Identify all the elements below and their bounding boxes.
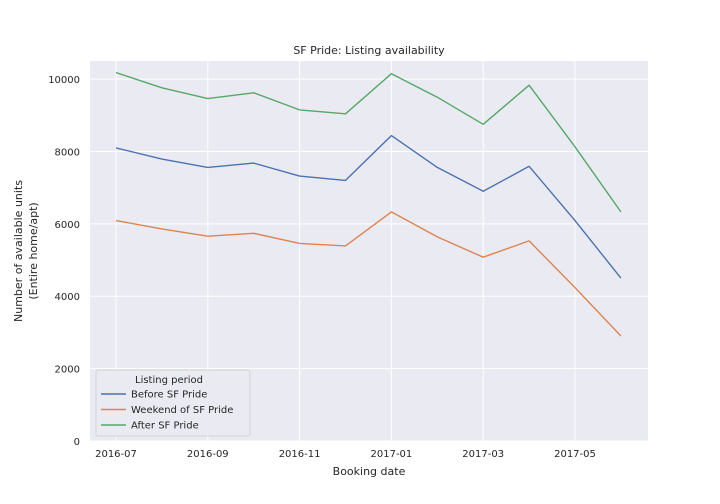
y-tick-label: 10000	[48, 75, 80, 86]
legend-title: Listing period	[135, 375, 203, 386]
y-tick-label: 0	[74, 437, 80, 448]
x-axis-ticks: 2016-07 2016-09 2016-11 2017-01 2017-03 2017-…	[95, 449, 596, 460]
x-tick-label: 2017-03	[462, 449, 504, 460]
x-tick-label: 2017-05	[554, 449, 596, 460]
legend-items: Before SF Pride Weekend of SF Pride After …	[101, 390, 233, 432]
y-tick-label: 6000	[55, 220, 80, 231]
gridlines	[90, 61, 648, 442]
series-lines	[115, 71, 622, 337]
x-axis-label: Booking date	[333, 465, 406, 478]
y-tick-label: 8000	[55, 147, 80, 158]
y-axis-label-line-2: (Entire home/apt)	[27, 202, 40, 299]
x-tick-label: 2016-11	[279, 449, 321, 460]
legend-label: Weekend of SF Pride	[131, 405, 233, 416]
series-line-2	[115, 71, 622, 213]
legend-label: After SF Pride	[131, 421, 199, 432]
y-tick-label: 2000	[55, 365, 80, 376]
x-tick-label: 2017-01	[371, 449, 413, 460]
y-axis-label-line-1: Number of available units	[12, 180, 25, 322]
y-axis-ticks: 0 2000 4000 6000 8000 10000	[48, 75, 80, 448]
chart-title: SF Pride: Listing availability	[293, 44, 445, 57]
x-tick-label: 2016-09	[187, 449, 229, 460]
x-tick-label: 2016-07	[95, 449, 137, 460]
y-tick-label: 4000	[55, 292, 80, 303]
legend-label: Before SF Pride	[131, 390, 207, 401]
series-line-1	[115, 211, 622, 337]
legend: Listing period Before SF Pride Weekend of…	[95, 369, 251, 437]
series-line-0	[115, 134, 622, 279]
legend-box	[95, 369, 251, 437]
